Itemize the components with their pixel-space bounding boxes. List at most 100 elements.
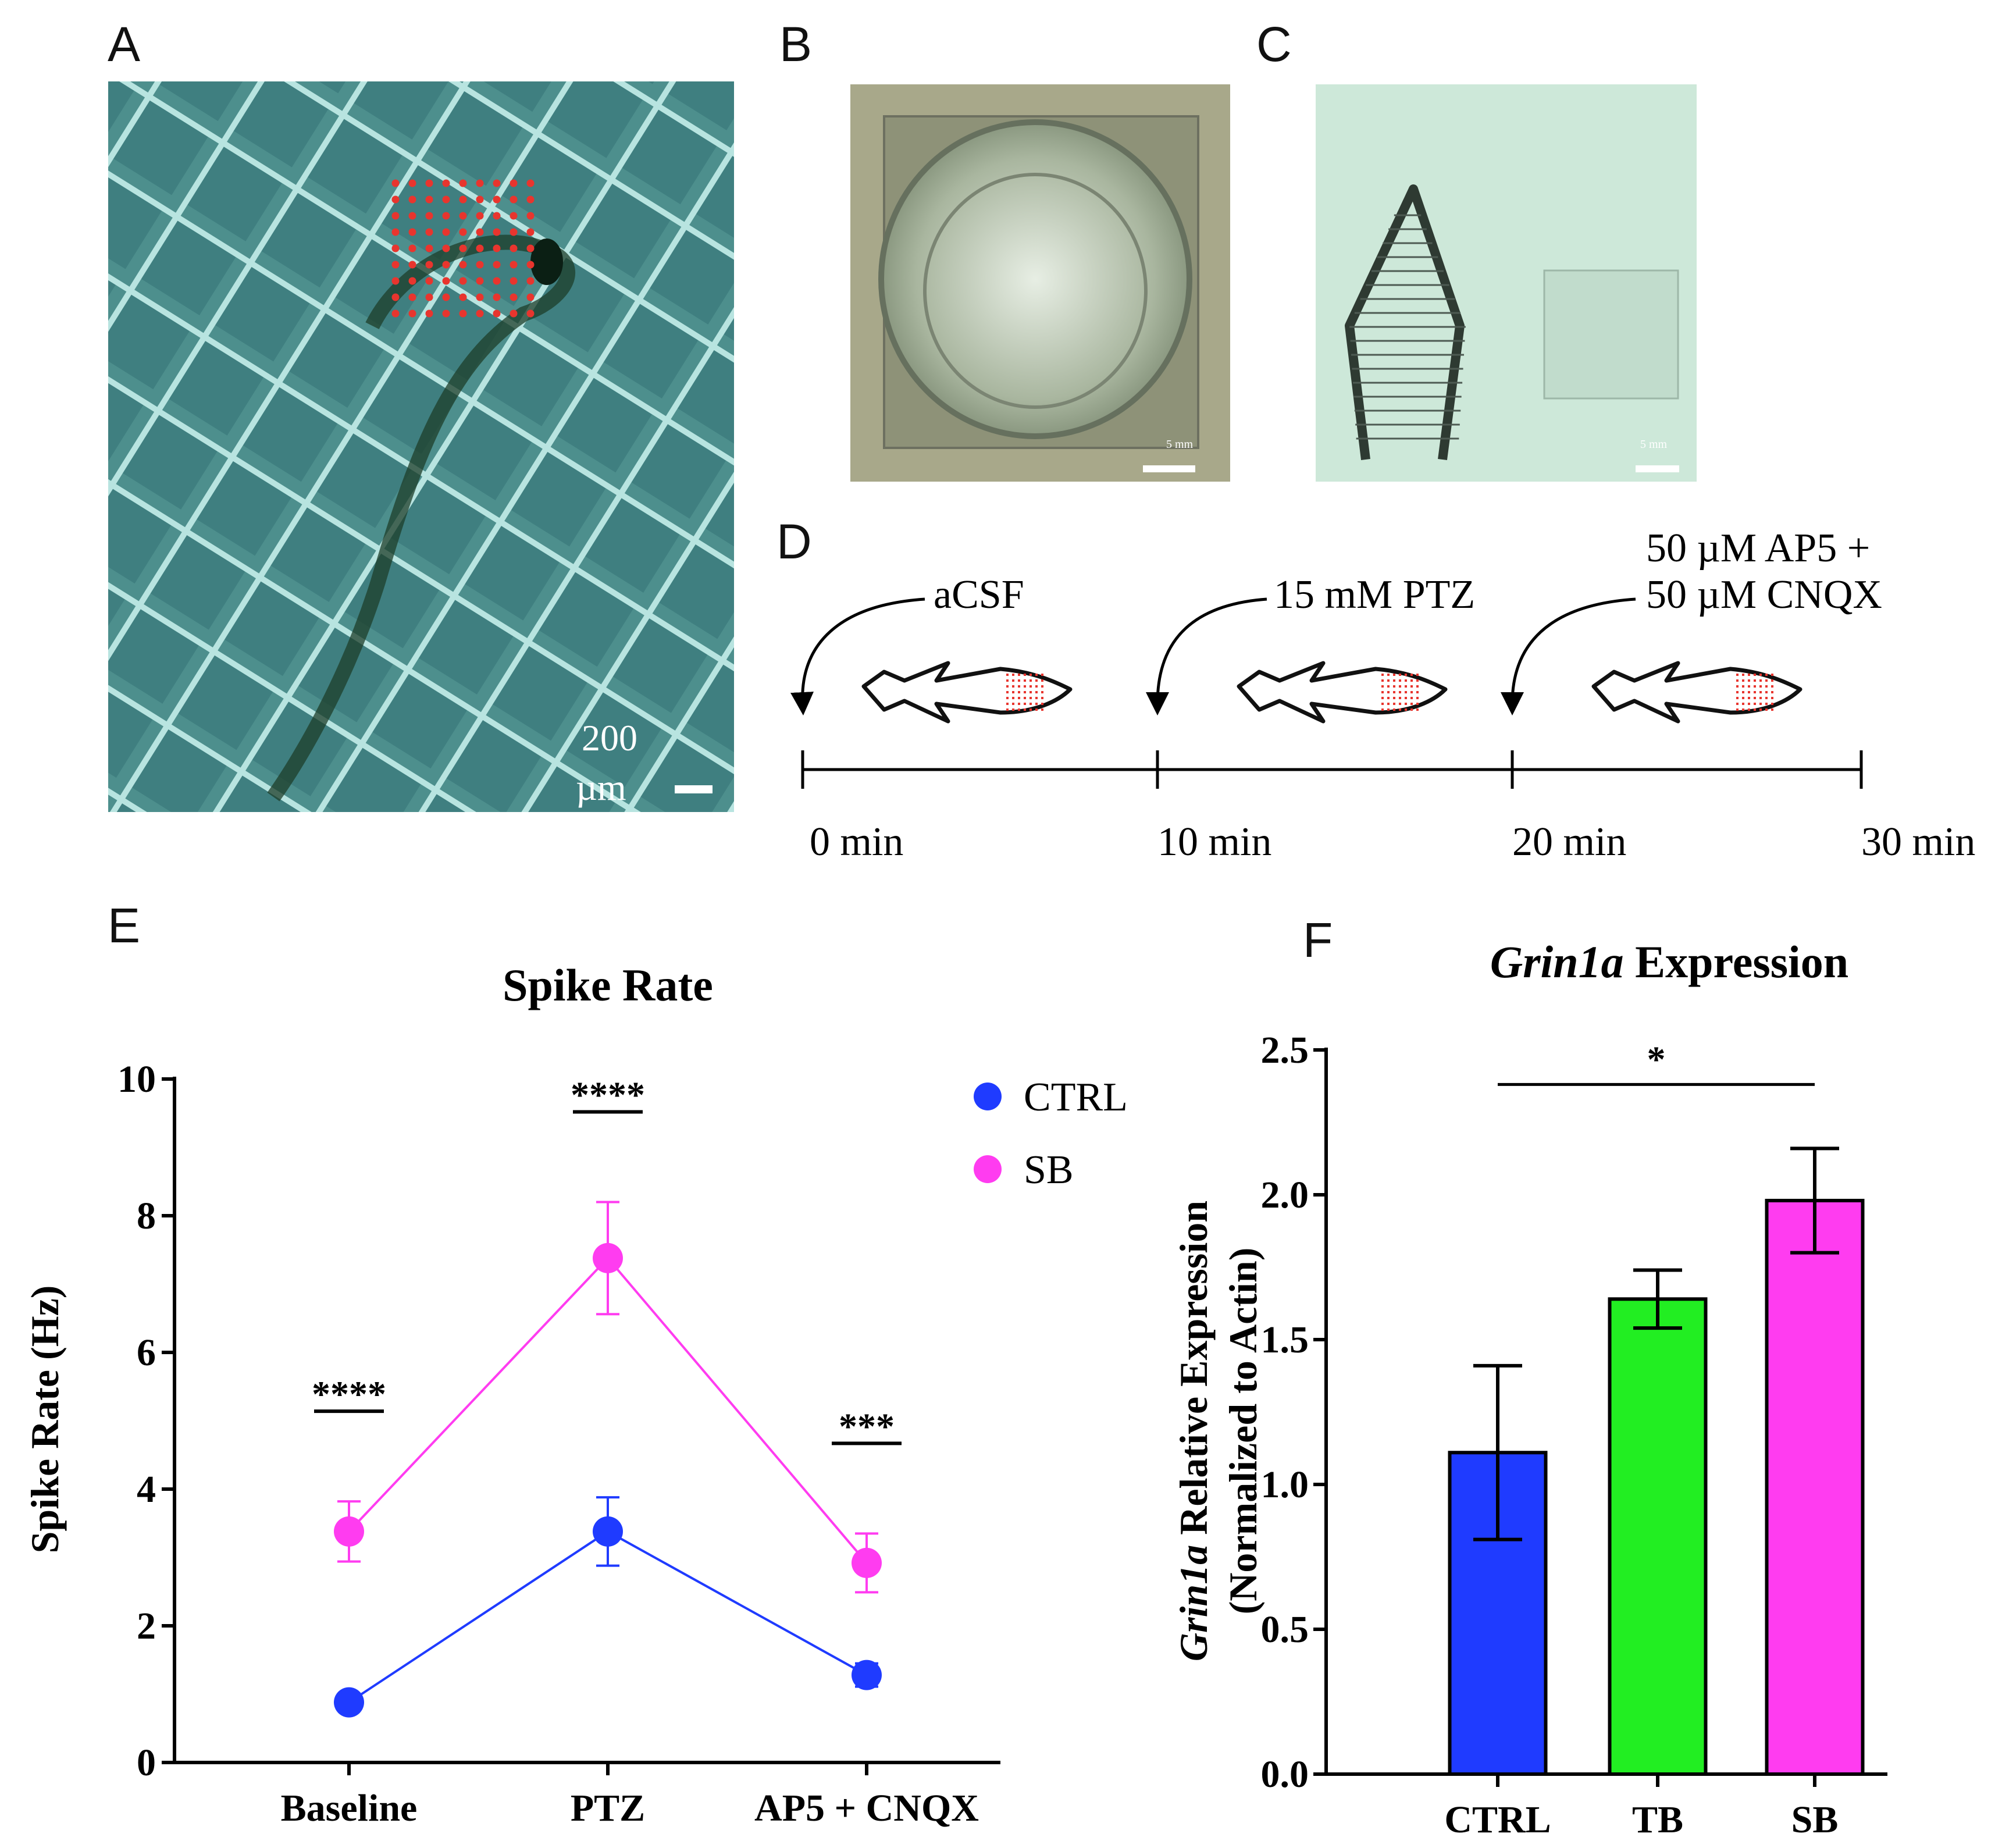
panel-e-spike-rate-chart: E Spike Rate Spike Rate (Hz) 0 2 4 6 8 10 Base… xyxy=(23,898,1128,1829)
x-tick-label: AP5 + CNQX xyxy=(754,1787,979,1829)
fish-electrode-dot xyxy=(1754,708,1756,711)
electrode-dot xyxy=(425,212,433,220)
fish-electrode-dot xyxy=(1765,674,1768,676)
fish-electrode-dot xyxy=(1006,697,1009,699)
fish-electrode-dot xyxy=(1018,679,1020,682)
fish-electrode-dot xyxy=(1765,685,1768,688)
electrode-dot xyxy=(459,179,467,187)
scale-bar-text: 5 mm xyxy=(1166,438,1194,451)
fish-electrode-dot xyxy=(1393,685,1395,688)
electrode-dot xyxy=(526,293,535,301)
bar-tb xyxy=(1608,1297,1708,1776)
fish-electrode-dot xyxy=(1410,703,1413,705)
fish-electrode-dot xyxy=(1006,691,1009,693)
fish-electrode-dot xyxy=(1405,697,1407,699)
fish-electrode-dot xyxy=(1024,708,1026,711)
fish-electrode-dot xyxy=(1759,679,1762,682)
y-tick-label: 8 xyxy=(137,1195,156,1237)
electrode-dot xyxy=(408,212,416,220)
time-label: 0 min xyxy=(810,820,903,864)
chart-title: Spike Rate xyxy=(503,960,713,1010)
fish-electrode-dot xyxy=(1393,679,1395,682)
fish-electrode-dot xyxy=(1416,679,1419,682)
electrode-dot xyxy=(425,309,433,318)
larva-eye xyxy=(530,238,563,285)
step-acsf-label: aCSF xyxy=(934,572,1024,617)
fish-electrode-dot xyxy=(1754,691,1756,693)
fish-electrode-dot xyxy=(1041,691,1043,693)
fish-electrode-dot xyxy=(1765,679,1768,682)
fish-electrode-dot xyxy=(1393,708,1395,711)
step-ap5-cnqx: 50 µM AP5 + 50 µM CNQX xyxy=(1501,526,1882,715)
electrode-dot xyxy=(408,228,416,236)
data-point-sb xyxy=(593,1242,623,1273)
fish-electrode-dot xyxy=(1030,691,1032,693)
electrode-dot xyxy=(442,277,450,285)
dish-inner-ring xyxy=(923,173,1148,409)
electrode-dot xyxy=(442,244,450,252)
fish-electrode-dot xyxy=(1736,685,1739,688)
fish-electrode-dot xyxy=(1030,703,1032,705)
fish-electrode-dot xyxy=(1748,691,1750,693)
fish-electrode-dot xyxy=(1024,697,1026,699)
electrode-dot xyxy=(408,244,416,252)
fish-electrode-dot xyxy=(1748,685,1750,688)
fish-electrode-dot xyxy=(1030,697,1032,699)
legend-marker-ctrl xyxy=(974,1083,1002,1110)
fish-electrode-dot xyxy=(1041,685,1043,688)
electrode-dot xyxy=(459,261,467,269)
electrode-dot xyxy=(526,212,535,220)
fish-electrode-dot xyxy=(1012,703,1014,705)
fish-electrode-dot xyxy=(1405,703,1407,705)
fish-electrode-dot xyxy=(1748,674,1750,676)
data-point-sb xyxy=(334,1516,364,1547)
fish-electrode-dot xyxy=(1736,674,1739,676)
legend: CTRL SB xyxy=(974,1075,1128,1192)
step-ptz: 15 mM PTZ xyxy=(1146,572,1475,715)
panel-c: C 5 mm xyxy=(1256,17,1697,482)
electrode-dot xyxy=(493,293,501,301)
panel-b: B 5 mm xyxy=(779,17,1230,482)
fish-electrode-dot xyxy=(1759,685,1762,688)
fish-electrode-dot xyxy=(1006,703,1009,705)
electrode-dot xyxy=(510,179,518,187)
recording-dish xyxy=(878,119,1192,439)
electrode-dot xyxy=(425,261,433,269)
slice-harp-frame xyxy=(1345,184,1465,461)
scale-bar-text: 5 mm xyxy=(1640,438,1668,451)
fish-electrode-dot xyxy=(1416,697,1419,699)
y-tick-label: 6 xyxy=(137,1331,156,1374)
electrode-dot xyxy=(459,293,467,301)
electrode-dot xyxy=(459,244,467,252)
fish-electrode-dot xyxy=(1416,685,1419,688)
fish-electrode-dot xyxy=(1742,685,1744,688)
fish-electrode-dot xyxy=(1024,703,1026,705)
fish-electrode-dot xyxy=(1416,703,1419,705)
fish-electrode-dot xyxy=(1765,691,1768,693)
fish-electrode-dot xyxy=(1381,674,1384,676)
electrode-dot xyxy=(408,277,416,285)
electrode-dot xyxy=(442,212,450,220)
fish-electrode-dot xyxy=(1387,697,1390,699)
fish-electrode-dot xyxy=(1387,679,1390,682)
electrode-dot xyxy=(510,228,518,236)
electrode-dot xyxy=(408,261,416,269)
fish-electrode-dot xyxy=(1018,708,1020,711)
step-acsf: aCSF xyxy=(790,572,1024,715)
electrode-dot xyxy=(425,293,433,301)
fish-electrode-dot xyxy=(1759,674,1762,676)
electrode-grid-print xyxy=(1543,269,1679,400)
scale-bar-value: 200 xyxy=(582,717,637,759)
fish-electrode-dot xyxy=(1035,703,1038,705)
fish-electrode-dot xyxy=(1754,703,1756,705)
legend-label: SB xyxy=(1024,1148,1074,1192)
y-axis-label-line2: (Normalized to Actin) xyxy=(1221,1248,1265,1615)
fish-electrode-dot xyxy=(1387,674,1390,676)
fish-electrode-dot xyxy=(1410,685,1413,688)
data-point-sb xyxy=(852,1547,882,1578)
y-tick-label: 2.0 xyxy=(1261,1174,1309,1216)
fish-electrode-dot xyxy=(1754,679,1756,682)
fish-electrode-dot xyxy=(1035,691,1038,693)
fish-electrode-dot xyxy=(1030,674,1032,676)
fish-electrode-dot xyxy=(1381,685,1384,688)
